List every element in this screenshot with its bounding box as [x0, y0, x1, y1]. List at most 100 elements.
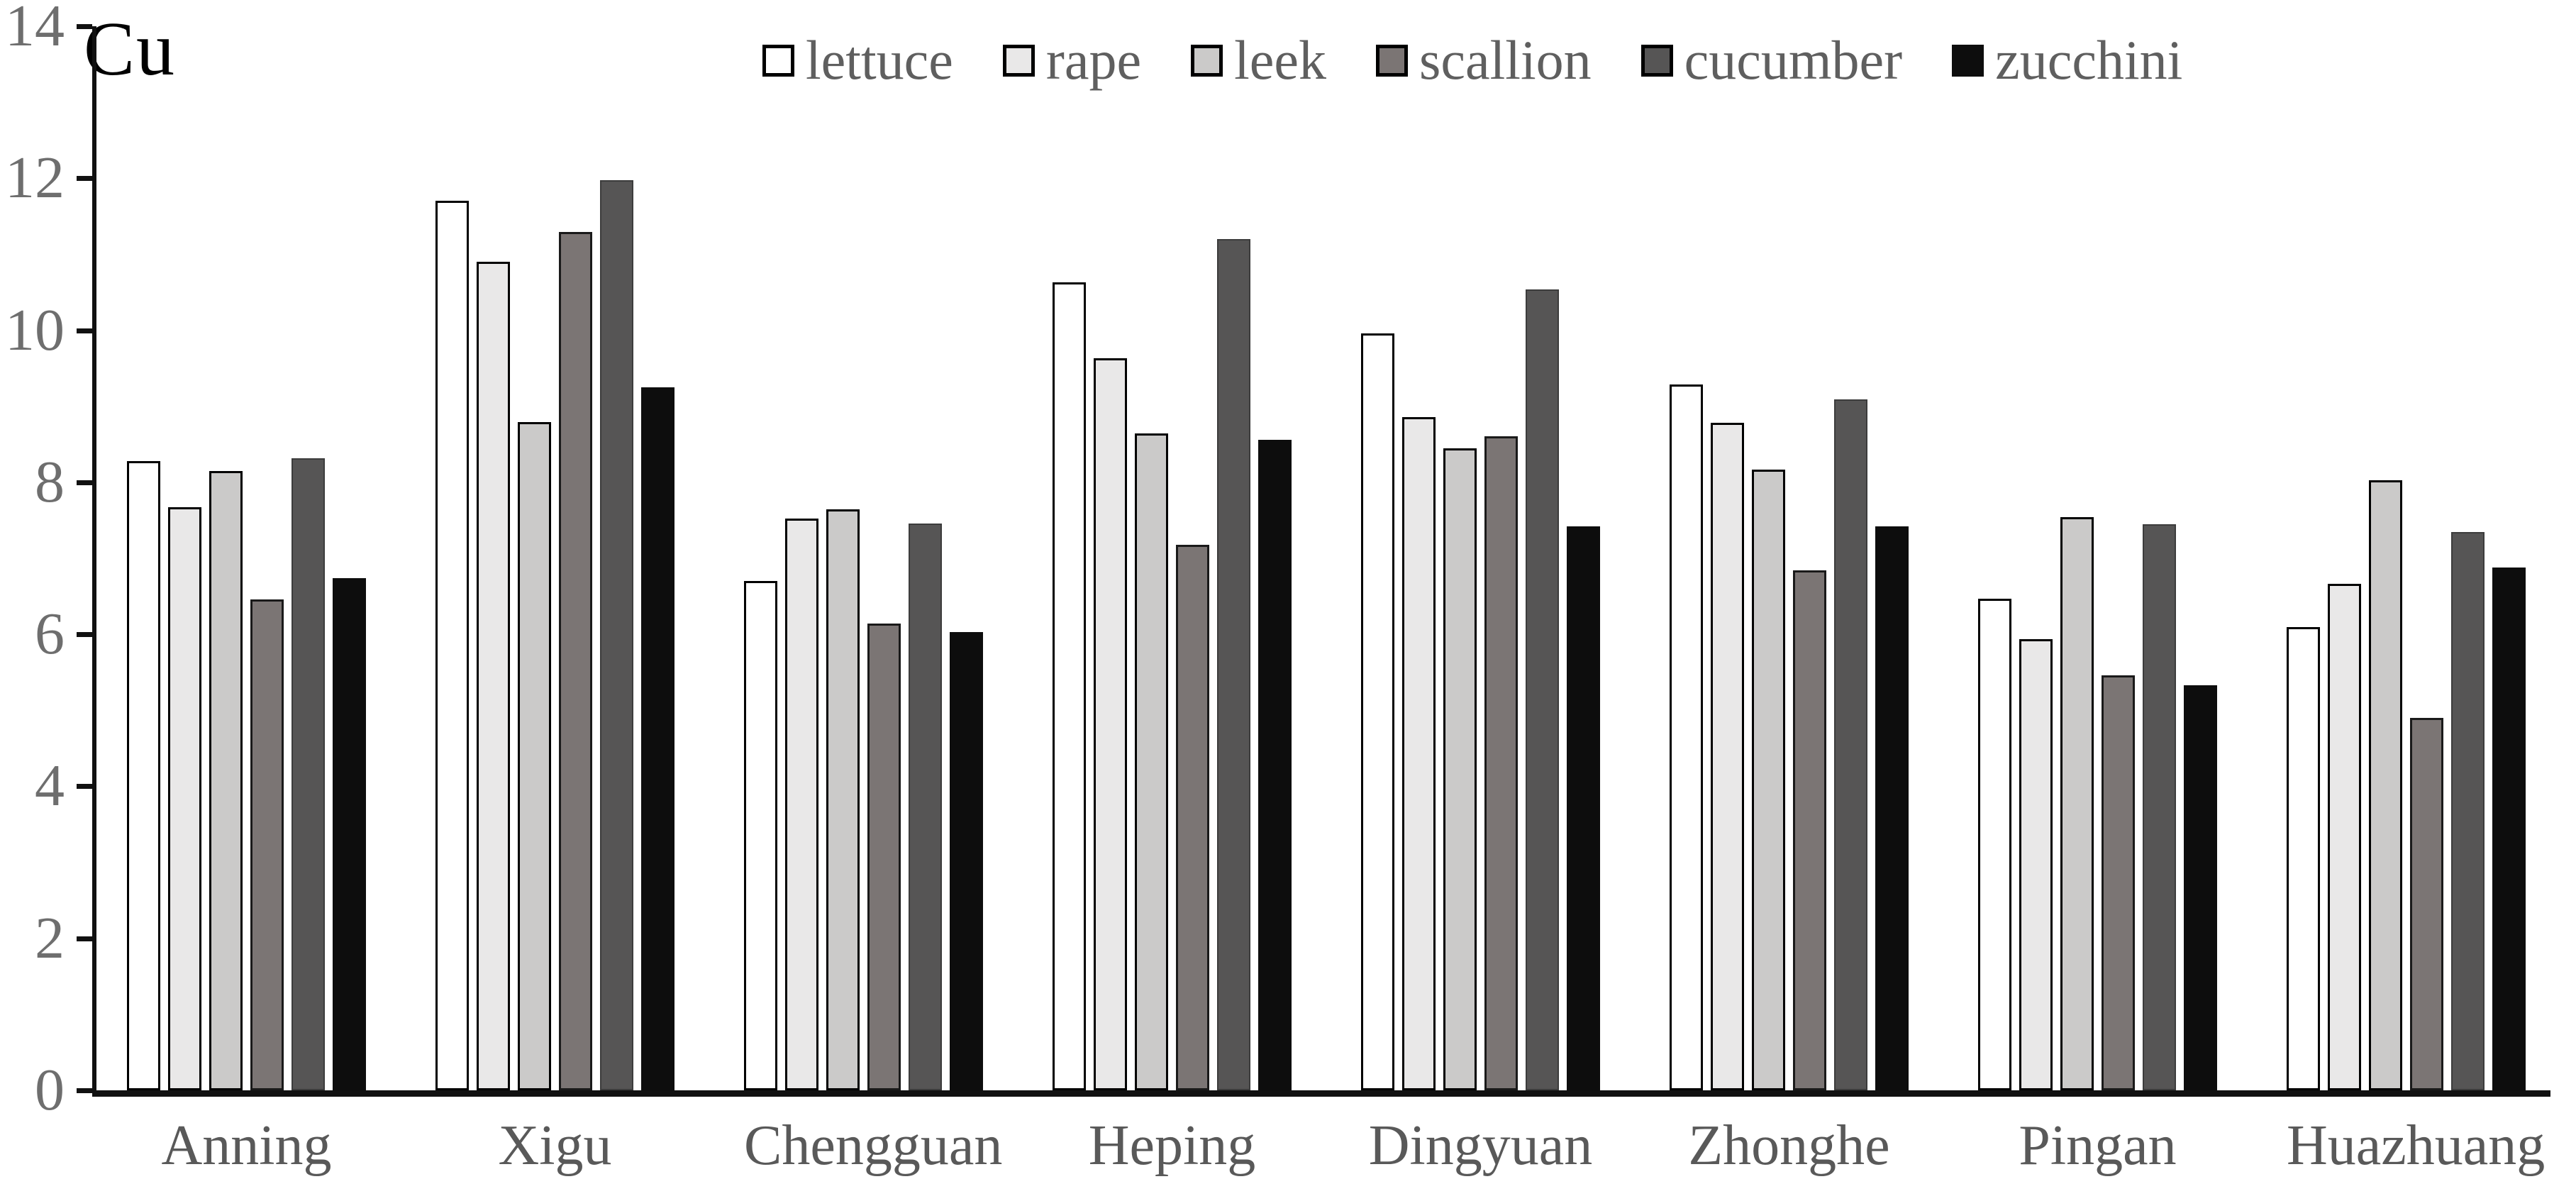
bar-rape-xigu: [477, 262, 510, 1090]
legend-label-rape: rape: [1045, 29, 1142, 91]
y-tick-mark-0: [77, 1088, 92, 1093]
bar-scallion-zhonghe: [1793, 570, 1826, 1090]
x-axis-label-xigu: Xigu: [498, 1114, 612, 1177]
bar-rape-chengguan: [785, 519, 818, 1090]
legend-item-lettuce: lettuce: [762, 28, 953, 92]
x-axis-label-huazhuang: Huazhuang: [2287, 1114, 2546, 1177]
legend-swatch-icon-cucumber: [1640, 44, 1673, 77]
chart-title: Cu: [84, 7, 177, 92]
bar-lettuce-dingyuan: [1361, 333, 1394, 1090]
x-axis-labels: Anning Xigu Chengguan Heping Dingyuan Zhonghe…: [127, 1114, 2546, 1178]
y-tick-label-12: 12: [5, 145, 65, 211]
y-tick-mark-10: [77, 328, 92, 333]
legend-swatch-icon-scallion: [1376, 44, 1409, 77]
bar-scallion-chengguan: [867, 624, 901, 1090]
bar-zucchini-dingyuan: [1567, 526, 1600, 1090]
bar-lettuce-pingan: [1978, 599, 2011, 1090]
legend-swatch-icon-zucchini: [1952, 44, 1984, 77]
bar-lettuce-chengguan: [744, 581, 777, 1090]
bar-cucumber-pingan: [2143, 524, 2176, 1090]
x-axis-label-anning: Anning: [161, 1114, 332, 1177]
bar-group-dingyuan: [1361, 289, 1600, 1090]
bar-scallion-pingan: [2102, 675, 2135, 1090]
bar-group-xigu: [435, 180, 674, 1090]
bar-group-huazhuang: [2287, 480, 2526, 1090]
legend-item-scallion: scallion: [1376, 28, 1592, 92]
legend-swatch-icon-lettuce: [762, 44, 794, 77]
y-tick-label-10: 10: [5, 297, 65, 363]
bar-rape-anning: [168, 507, 201, 1090]
bar-zucchini-anning: [333, 578, 366, 1090]
legend: lettuce rape leek scallion cucumber zucchini: [762, 28, 2182, 92]
bar-leek-pingan: [2060, 517, 2094, 1090]
bar-scallion-xigu: [559, 232, 592, 1090]
x-axis-label-dingyuan: Dingyuan: [1368, 1114, 1593, 1177]
legend-label-scallion: scallion: [1419, 29, 1592, 91]
bar-scallion-huazhuang: [2410, 718, 2443, 1090]
y-tick-mark-2: [77, 936, 92, 941]
bar-leek-anning: [209, 471, 243, 1090]
bar-leek-huazhuang: [2369, 480, 2402, 1090]
bar-leek-dingyuan: [1443, 448, 1477, 1090]
y-tick-label-4: 4: [35, 753, 65, 819]
bar-leek-chengguan: [826, 509, 860, 1090]
bar-leek-heping: [1135, 433, 1168, 1090]
bar-scallion-heping: [1176, 545, 1209, 1090]
y-tick-label-2: 2: [35, 904, 65, 971]
y-tick-label-14: 14: [5, 0, 65, 59]
legend-item-rape: rape: [1002, 28, 1142, 92]
bar-rape-zhonghe: [1711, 423, 1744, 1090]
bar-scallion-dingyuan: [1484, 436, 1518, 1090]
bar-lettuce-zhonghe: [1670, 384, 1703, 1090]
y-tick-mark-4: [77, 784, 92, 790]
x-axis-label-pingan: Pingan: [2019, 1114, 2177, 1177]
y-tick-mark-8: [77, 480, 92, 485]
bar-cucumber-chengguan: [909, 524, 942, 1090]
legend-swatch-icon-rape: [1002, 44, 1035, 77]
bar-cucumber-heping: [1217, 239, 1250, 1090]
bar-group-heping: [1053, 239, 1292, 1090]
y-tick-mark-12: [77, 176, 92, 182]
bar-lettuce-huazhuang: [2287, 627, 2320, 1090]
bar-rape-pingan: [2019, 639, 2053, 1090]
bar-leek-zhonghe: [1752, 470, 1785, 1090]
bar-lettuce-heping: [1053, 282, 1086, 1090]
bar-cucumber-anning: [292, 458, 325, 1090]
bar-zucchini-zhonghe: [1875, 526, 1909, 1090]
y-tick-mark-14: [77, 24, 92, 29]
bar-zucchini-pingan: [2184, 685, 2217, 1090]
x-axis-label-chengguan: Chengguan: [744, 1114, 1003, 1177]
x-axis-label-zhonghe: Zhonghe: [1688, 1114, 1890, 1177]
legend-item-leek: leek: [1191, 28, 1326, 92]
bar-group-chengguan: [744, 509, 983, 1090]
bar-rape-huazhuang: [2328, 584, 2361, 1090]
plot-area: 0 2 4 6 8 10 12 14: [5, 0, 2550, 1123]
y-tick-label-0: 0: [35, 1057, 65, 1123]
bar-zucchini-heping: [1258, 440, 1292, 1090]
y-tick-label-6: 6: [35, 601, 65, 668]
bar-group-anning: [127, 458, 366, 1090]
bar-cucumber-huazhuang: [2451, 532, 2485, 1090]
bar-groups: [96, 26, 2550, 1090]
legend-item-zucchini: zucchini: [1952, 28, 2182, 92]
bar-zucchini-huazhuang: [2492, 568, 2526, 1090]
bar-lettuce-anning: [127, 461, 160, 1090]
x-axis-label-heping: Heping: [1088, 1114, 1256, 1177]
y-tick-mark-6: [77, 632, 92, 638]
bar-leek-xigu: [518, 422, 551, 1090]
legend-label-lettuce: lettuce: [806, 29, 953, 91]
bar-cucumber-dingyuan: [1526, 289, 1559, 1090]
legend-label-cucumber: cucumber: [1684, 29, 1903, 91]
bar-cucumber-xigu: [600, 180, 633, 1090]
y-tick-label-8: 8: [35, 448, 65, 515]
legend-item-cucumber: cucumber: [1640, 28, 1903, 92]
bar-zucchini-chengguan: [950, 632, 983, 1090]
legend-swatch-icon-leek: [1191, 44, 1223, 77]
bar-zucchini-xigu: [641, 387, 674, 1090]
legend-label-zucchini: zucchini: [1995, 29, 2183, 91]
bar-group-zhonghe: [1670, 384, 1909, 1090]
legend-label-leek: leek: [1234, 29, 1327, 91]
bar-scallion-anning: [250, 599, 284, 1090]
bar-rape-dingyuan: [1402, 417, 1436, 1090]
